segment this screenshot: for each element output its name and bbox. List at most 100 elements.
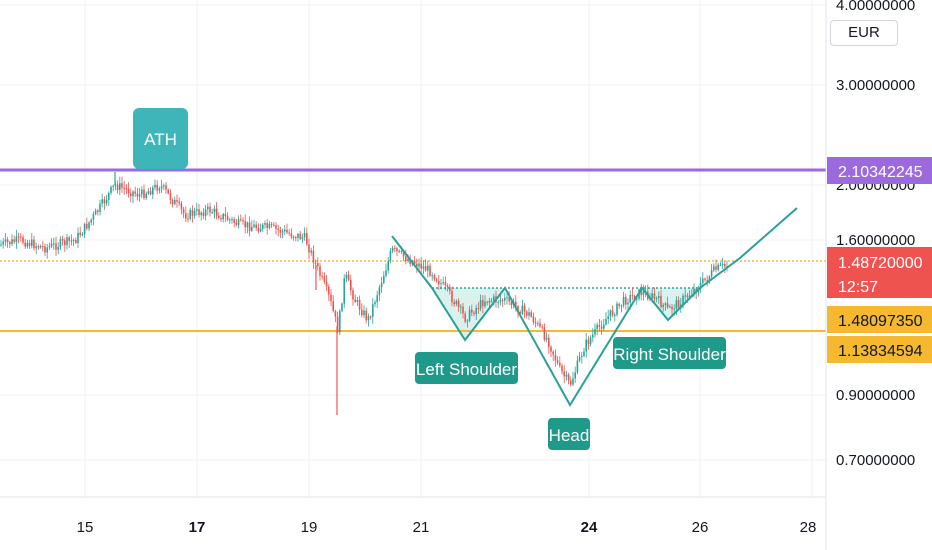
candle-body [77,232,79,243]
candle-body [618,303,620,306]
candle-body [86,223,88,229]
candle-body [103,199,106,204]
candle-body [600,326,603,329]
candle-body [631,295,634,297]
candle-body [17,236,20,238]
candle-body [598,324,601,327]
candle-body [636,298,638,300]
candle-body [15,236,18,243]
candle-body [611,310,614,316]
candle-body [499,300,502,302]
candle-body [574,372,576,379]
candle-body [521,305,524,314]
candle-body [68,237,70,241]
candle-body [640,289,642,296]
candle-body [363,310,365,316]
candle-body [704,278,706,280]
candle-body [341,303,343,312]
candle-body [517,306,519,313]
candle-body [350,279,352,291]
candle-body [48,246,51,248]
candle-body [149,191,152,195]
candle-body [92,214,95,220]
price-axis[interactable]: 4.00000000 3.00000000 2.00000000 1.60000… [836,0,915,469]
candle-body [112,185,114,187]
head-shoulders-pattern[interactable] [391,207,798,407]
candle-body [297,233,299,238]
candle-body [550,346,552,352]
candle-body [378,287,381,296]
candle-body [288,232,290,234]
candle-body [26,242,29,247]
left-shoulder-label[interactable]: Left Shoulder [415,352,518,384]
candle-body [270,223,273,225]
candle-body [457,301,460,308]
candle-body [9,242,11,245]
currency-button[interactable]: EUR [830,20,898,46]
candle-body [116,184,119,191]
candle-body [405,256,407,262]
x-tick-label: 17 [189,519,206,536]
candle-body [407,258,409,262]
candle-body [246,222,249,228]
candle-body [207,206,209,210]
candle-body [229,219,231,221]
candle-body [409,258,411,265]
ath-label-text: ATH [144,130,177,149]
candle-body [59,239,62,247]
candle-body [475,308,477,315]
candle-body [121,183,123,188]
candle-body [607,316,609,320]
neckline-price-tag-text: 1.48097350 [838,313,923,330]
candle-body [567,374,570,381]
candle-body [530,312,532,317]
candle-body [53,243,55,245]
candle-body [400,250,403,252]
candle-body [389,251,392,261]
candle-body [284,229,286,232]
head-label[interactable]: Head [548,418,590,450]
time-axis[interactable]: 15 17 19 21 24 26 28 [77,519,817,536]
candle-body [721,263,724,265]
candle-body [398,250,400,252]
candle-body [609,310,612,317]
candle-body [479,299,482,309]
candle-body [422,266,425,269]
candle-body [352,290,354,300]
candle-body [466,320,469,322]
candle-body [242,220,244,222]
support-price-tag: 1.13834594 [827,336,932,363]
candle-body [244,221,246,228]
candle-body [383,275,385,283]
candle-body [39,246,42,248]
candle-body [438,280,440,285]
candle-body [594,328,596,335]
last-price-tag-text: 1.48720000 [838,255,923,272]
candle-body [286,229,288,233]
candle-body [211,212,213,214]
candle-body [693,289,695,295]
right-shoulder-label[interactable]: Right Shoulder [613,337,726,369]
candle-body [220,218,222,220]
candle-body [108,192,110,200]
candle-body [37,246,40,248]
candle-body [224,214,227,217]
candle-body [369,316,372,318]
candle-body [614,314,616,316]
candle-body [717,264,719,270]
candle-body [88,222,90,229]
ath-label[interactable]: ATH [133,108,188,169]
x-tick-label: 21 [413,519,430,536]
candle-body [501,300,504,302]
candle-body [328,286,330,295]
left-shoulder-label-text: Left Shoulder [416,360,517,379]
candle-body [416,263,418,267]
candle-body [277,228,279,230]
candle-body [55,243,57,250]
candle-body [110,186,112,193]
candle-body [526,311,528,316]
candle-body [200,212,202,216]
candle-body [306,233,308,245]
candle-body [493,296,495,301]
candle-body [477,308,480,310]
